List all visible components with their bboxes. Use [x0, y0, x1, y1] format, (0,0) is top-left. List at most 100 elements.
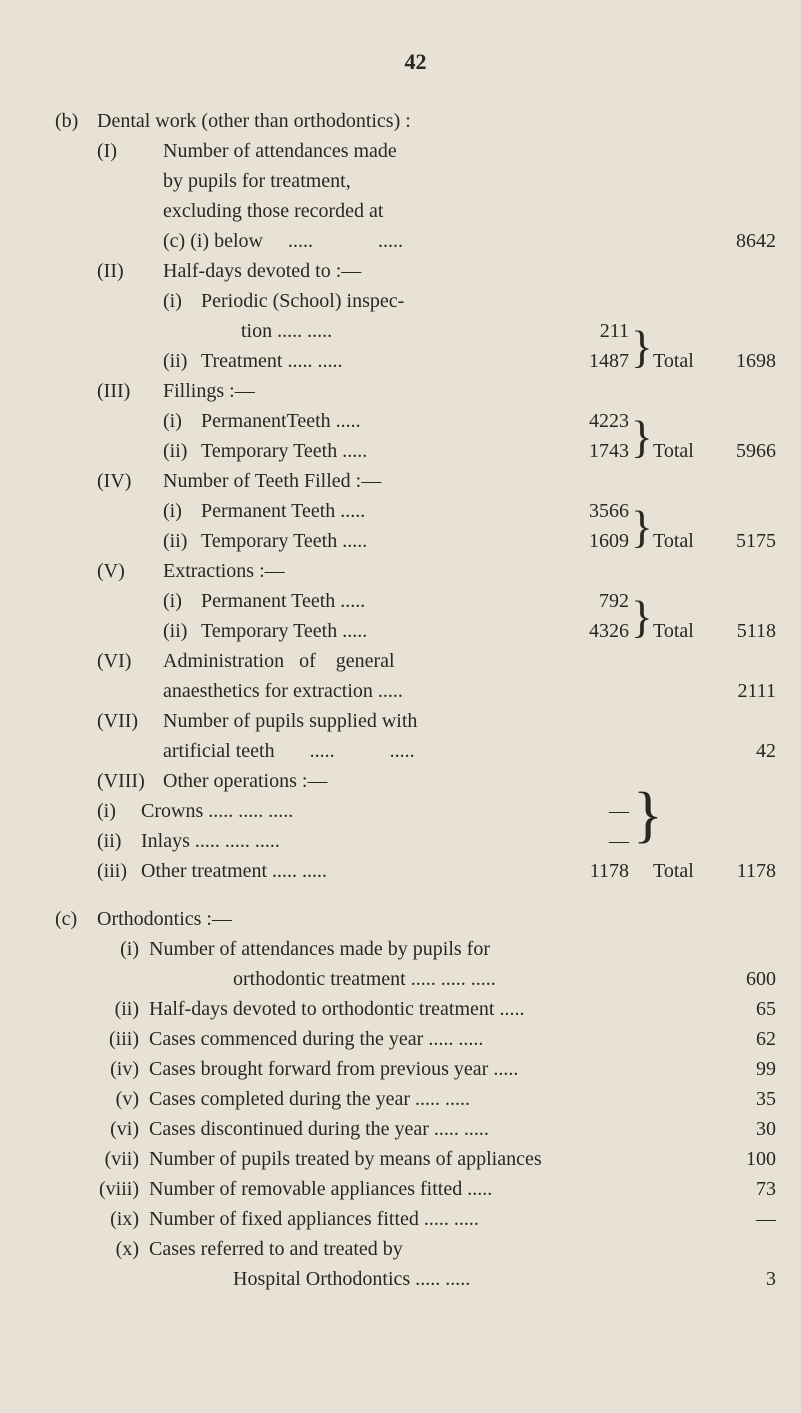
brace-icon: } — [633, 784, 663, 846]
b-IV-i-value: 3566 — [553, 496, 635, 526]
page-number: 42 — [55, 45, 776, 78]
b-V-total: 5118 — [711, 616, 776, 646]
c-item-value: 100 — [716, 1144, 776, 1174]
b-II-text: Half-days devoted to :— — [163, 256, 776, 286]
c-item-text: Number of pupils treated by means of app… — [149, 1144, 716, 1174]
b-IV-i-marker: (i) — [163, 496, 201, 526]
c-item-7: (viii)Number of removable appliances fit… — [55, 1174, 776, 1204]
c-item-marker: (i) — [97, 934, 149, 964]
c-item-value: 65 — [716, 994, 776, 1024]
b-II-ii-value: 1487 — [553, 346, 635, 376]
c-item-6: (vii)Number of pupils treated by means o… — [55, 1144, 776, 1174]
b-VIII-i-value: — — [553, 796, 635, 826]
b-VIII-ii-value: — — [553, 826, 635, 856]
c-item-text2: Hospital Orthodontics ..... ..... — [149, 1264, 716, 1294]
b-III-marker: (III) — [97, 376, 163, 406]
b-II-i-value: 211 — [553, 316, 635, 346]
c-item-text: Cases brought forward from previous year… — [149, 1054, 716, 1084]
c-item-text: Number of fixed appliances fitted ..... … — [149, 1204, 716, 1234]
b-title: Dental work (other than orthodontics) : — [97, 106, 776, 136]
b-III-text: Fillings :— — [163, 376, 776, 406]
b-IV-text: Number of Teeth Filled :— — [163, 466, 776, 496]
section-c-header: (c) Orthodontics :— — [55, 904, 776, 934]
b-I-marker: (I) — [97, 136, 163, 166]
b-I-text3: excluding those recorded at — [163, 196, 776, 226]
b-VIII-ii-text: Inlays ..... ..... ..... — [141, 826, 553, 856]
c-item-text: Half-days devoted to orthodontic treatme… — [149, 994, 716, 1024]
b-VII-text-1: Number of pupils supplied with — [163, 706, 776, 736]
b-II-i-marker: (i) — [163, 286, 201, 316]
b-VIII-iii-marker: (iii) — [97, 856, 141, 886]
c-item-value: 30 — [716, 1114, 776, 1144]
c-item-value — [716, 1234, 776, 1264]
b-VII-value: 42 — [711, 736, 776, 766]
b-III-total: 5966 — [711, 436, 776, 466]
b-IV-ii-value: 1609 — [553, 526, 635, 556]
b-VIII-marker: (VIII) — [97, 766, 163, 796]
c-item-0: (i)Number of attendances made by pupils … — [55, 934, 776, 964]
c-item-text: Number of removable appliances fitted ..… — [149, 1174, 716, 1204]
b-marker: (b) — [55, 106, 97, 136]
b-V-ii-value: 4326 — [553, 616, 635, 646]
b-VIII-text: Other operations :— — [163, 766, 776, 796]
c-item-marker: (x) — [97, 1234, 149, 1264]
b-VI-text-2: anaesthetics for extraction ..... — [163, 676, 553, 706]
b-VII: (VII) Number of pupils supplied with — [55, 706, 776, 736]
b-II-total: 1698 — [711, 346, 776, 376]
brace-icon: } — [631, 415, 653, 460]
c-item-text2: orthodontic treatment ..... ..... ..... — [149, 964, 716, 994]
c-item-text: Cases discontinued during the year .....… — [149, 1114, 716, 1144]
brace-icon: } — [631, 595, 653, 640]
b-VIII: (VIII) Other operations :— — [55, 766, 776, 796]
b-VIII-iii-value: 1178 — [553, 856, 635, 886]
c-title: Orthodontics :— — [97, 904, 776, 934]
c-item-value: — — [716, 1204, 776, 1234]
c-item-value: 73 — [716, 1174, 776, 1204]
c-item-value: 35 — [716, 1084, 776, 1114]
b-II: (II) Half-days devoted to :— — [55, 256, 776, 286]
c-item-9: (x)Cases referred to and treated by — [55, 1234, 776, 1264]
b-III-ii-marker: (ii) — [163, 436, 201, 466]
c-item-value: 3 — [716, 1264, 776, 1294]
c-item-marker: (ii) — [97, 994, 149, 1024]
c-item-4: (v)Cases completed during the year .....… — [55, 1084, 776, 1114]
c-item-0-cont: orthodontic treatment ..... ..... .....6… — [55, 964, 776, 994]
b-VI-text-1: Administration of general — [163, 646, 776, 676]
b-II-totalLabel: Total — [653, 346, 711, 376]
b-III-ii-text: Temporary Teeth ..... — [201, 436, 553, 466]
c-item-9-cont: Hospital Orthodontics ..... .....3 — [55, 1264, 776, 1294]
brace-icon: } — [631, 325, 653, 370]
b-IV: (IV) Number of Teeth Filled :— — [55, 466, 776, 496]
c-item-marker: (iv) — [97, 1054, 149, 1084]
b-V-totalLabel: Total — [653, 616, 711, 646]
c-item-1: (ii)Half-days devoted to orthodontic tre… — [55, 994, 776, 1024]
c-item-value — [716, 934, 776, 964]
b-VII-text-2: artificial teeth ..... ..... — [163, 736, 553, 766]
c-item-2: (iii)Cases commenced during the year ...… — [55, 1024, 776, 1054]
b-VII-marker: (VII) — [97, 706, 163, 736]
c-item-text: Cases completed during the year ..... ..… — [149, 1084, 716, 1114]
b-II-ii-text: Treatment ..... ..... — [201, 346, 553, 376]
b-III: (III) Fillings :— — [55, 376, 776, 406]
c-item-text: Cases commenced during the year ..... ..… — [149, 1024, 716, 1054]
c-item-marker: (iii) — [97, 1024, 149, 1054]
b-II-marker: (II) — [97, 256, 163, 286]
b-III-i-text: PermanentTeeth ..... — [201, 406, 553, 436]
b-VIII-total: 1178 — [711, 856, 776, 886]
c-item-marker: (vii) — [97, 1144, 149, 1174]
c-item-text: Number of attendances made by pupils for — [149, 934, 716, 964]
b-VI: (VI) Administration of general — [55, 646, 776, 676]
b-VIII-iii-text: Other treatment ..... ..... — [141, 856, 553, 886]
b-V-text: Extractions :— — [163, 556, 776, 586]
b-VIII-i-text: Crowns ..... ..... ..... — [141, 796, 553, 826]
b-IV-ii-text: Temporary Teeth ..... — [201, 526, 553, 556]
b-VIII-i-marker: (i) — [97, 796, 141, 826]
b-VI-value: 2111 — [711, 676, 776, 706]
c-item-marker: (viii) — [97, 1174, 149, 1204]
b-III-ii-value: 1743 — [553, 436, 635, 466]
b-VI-marker: (VI) — [97, 646, 163, 676]
section-b-header: (b) Dental work (other than orthodontics… — [55, 106, 776, 136]
b-III-totalLabel: Total — [653, 436, 711, 466]
b-IV-i-text: Permanent Teeth ..... — [201, 496, 553, 526]
b-VIII-ii-marker: (ii) — [97, 826, 141, 856]
